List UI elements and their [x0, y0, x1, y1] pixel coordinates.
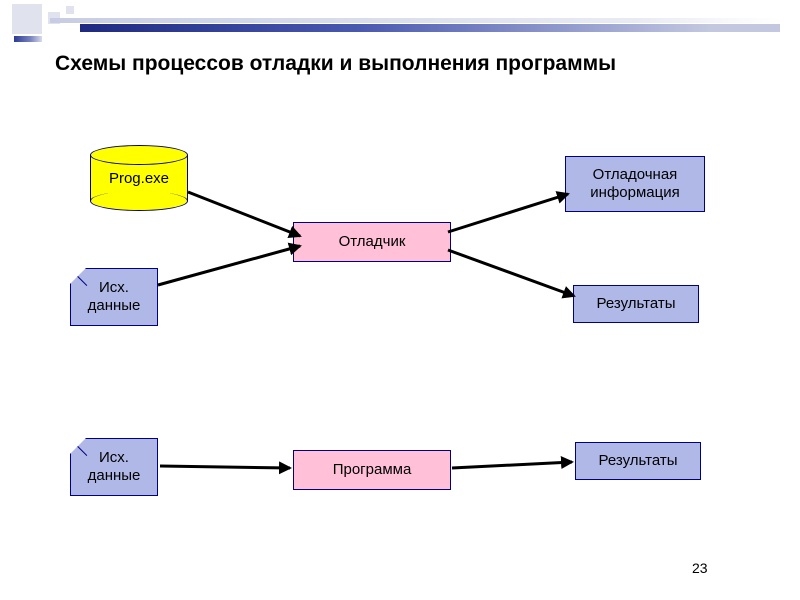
page-number: 23	[692, 560, 708, 576]
decor-square	[12, 4, 42, 34]
node-debugger: Отладчик	[293, 222, 451, 262]
node-label: Исх.данные	[88, 449, 141, 485]
node-input-data-2: Исх.данные	[70, 438, 158, 496]
node-label: Исх.данные	[88, 279, 141, 315]
node-label: Результаты	[597, 295, 676, 313]
decor-square	[66, 6, 74, 14]
node-label: Программа	[333, 461, 412, 479]
node-program: Программа	[293, 450, 451, 490]
node-results-1: Результаты	[573, 285, 699, 323]
node-debug-info: Отладочнаяинформация	[565, 156, 705, 212]
slide-title: Схемы процессов отладки и выполнения про…	[55, 52, 655, 76]
node-prog-exe-top	[90, 145, 188, 165]
decor-bar-dark2	[14, 36, 42, 42]
node-label: Результаты	[599, 452, 678, 470]
node-prog-exe-bottom	[90, 191, 188, 211]
slide-canvas: Схемы процессов отладки и выполнения про…	[0, 0, 800, 600]
node-results-2: Результаты	[575, 442, 701, 480]
node-prog-exe-label: Prog.exe	[90, 170, 188, 187]
node-label: Отладчик	[339, 233, 406, 251]
node-label: Отладочнаяинформация	[590, 166, 679, 202]
decor-bar-dark	[80, 24, 780, 32]
top-strip	[0, 0, 800, 40]
decor-bar-light	[50, 18, 780, 23]
node-input-data-1: Исх.данные	[70, 268, 158, 326]
